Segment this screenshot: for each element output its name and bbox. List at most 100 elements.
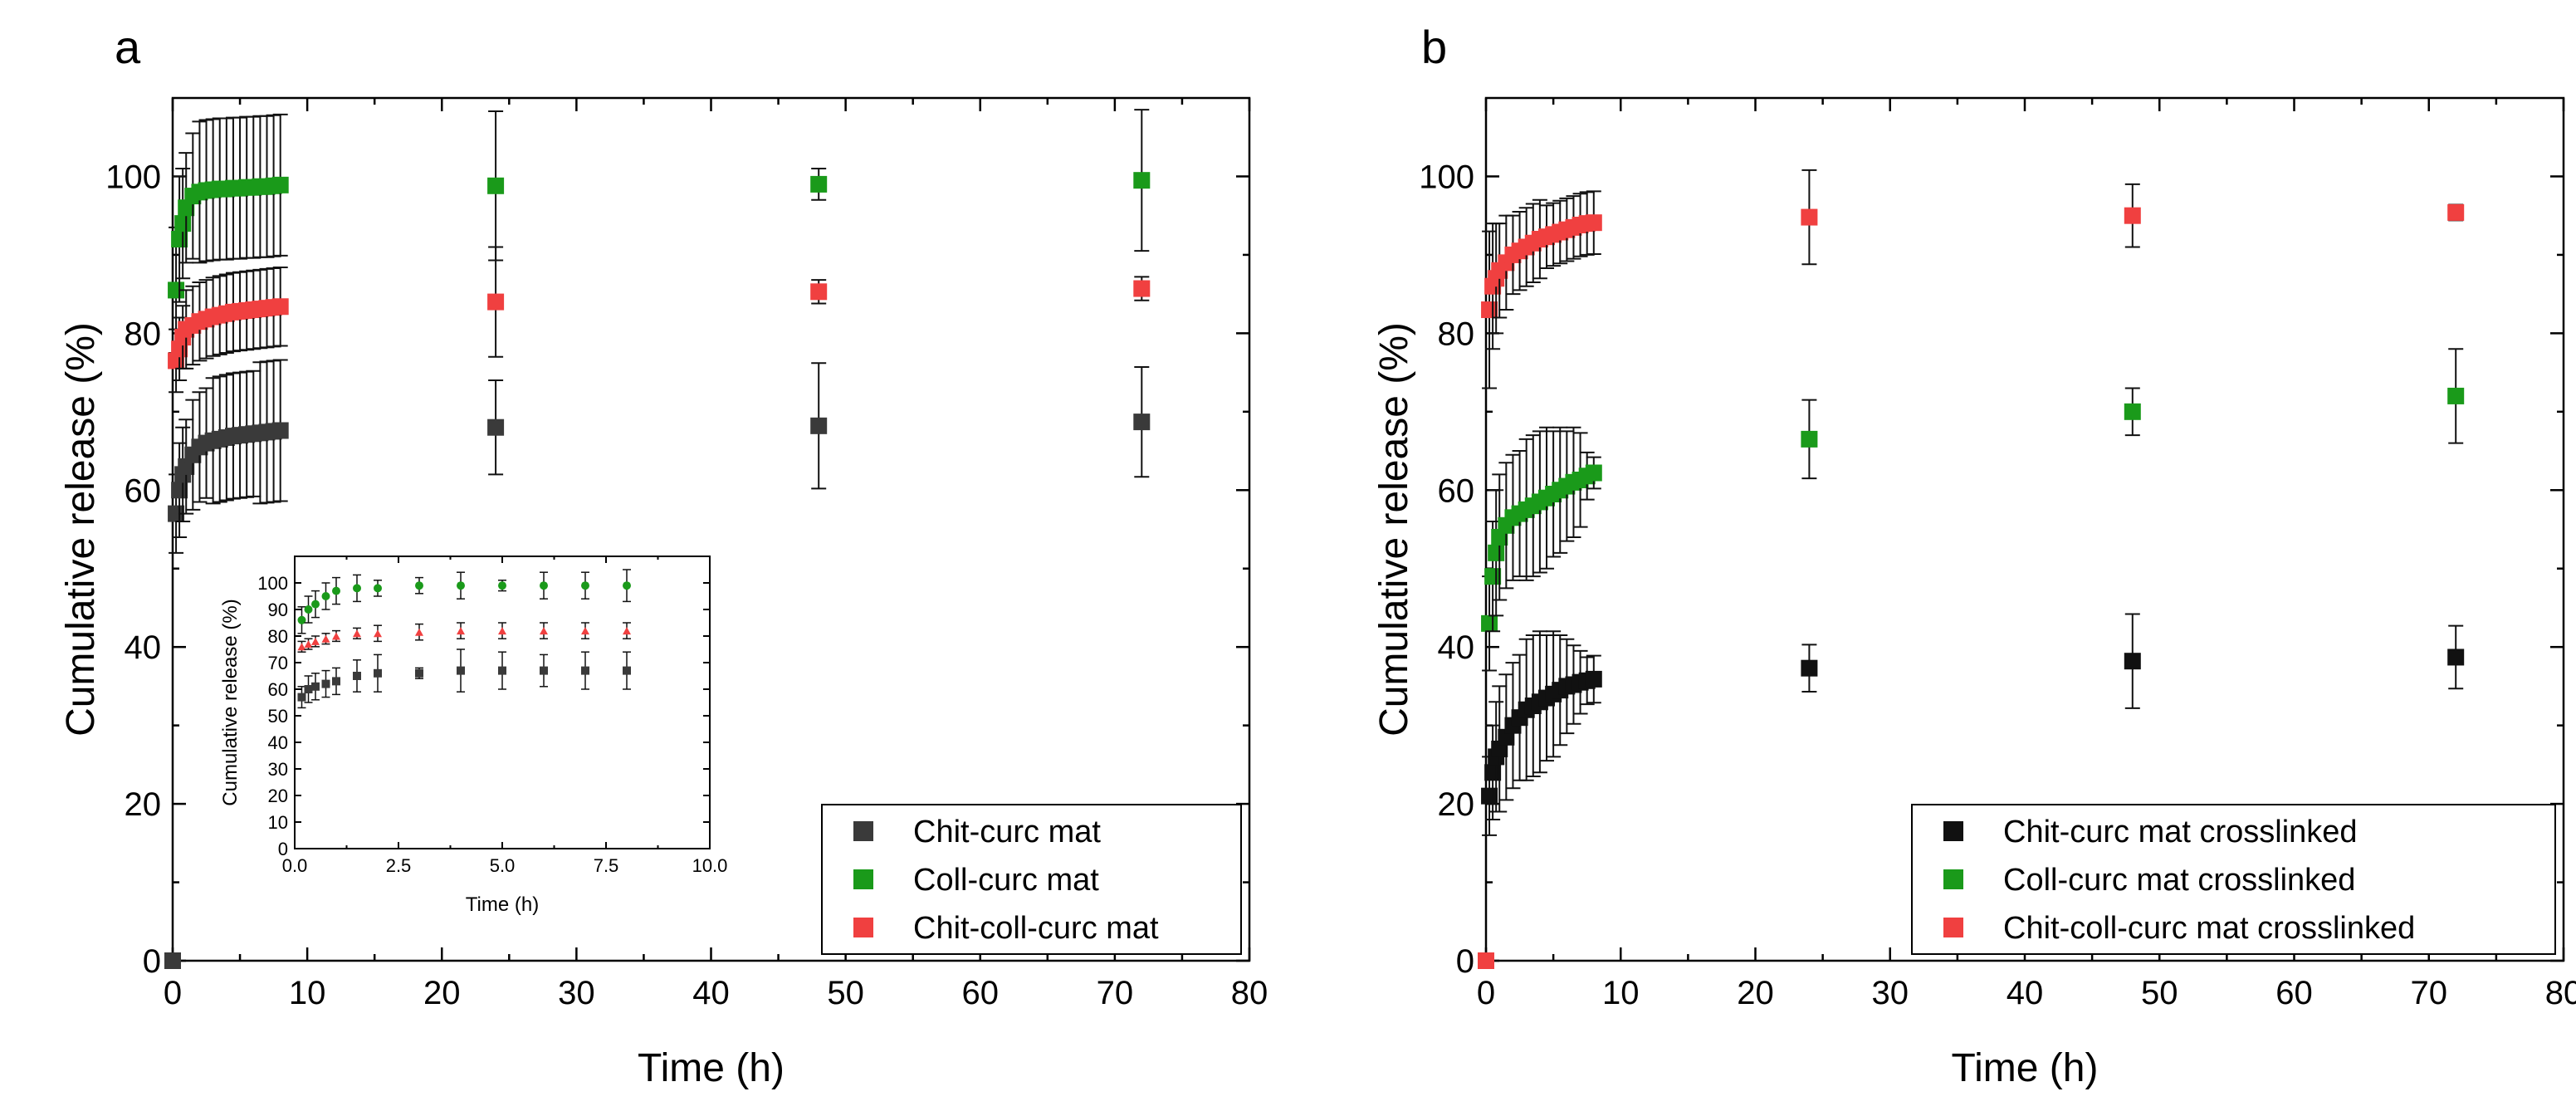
panel-a-inset-y-tick-label: 80	[268, 626, 288, 647]
panel-a-inset-data-point	[415, 668, 423, 678]
panel-b-x-tick-label: 60	[2275, 975, 2313, 1011]
panel-b-x-tick-label: 70	[2411, 975, 2448, 1011]
panel-b-legend-label: Chit-curc mat crosslinked	[2003, 815, 2358, 849]
panel-a-data-point	[487, 418, 505, 436]
panel-a-legend-marker	[853, 918, 873, 937]
panel-b-panel-label: b	[1421, 21, 1447, 73]
panel-b-data-point	[2124, 403, 2141, 420]
panel-a-x-tick-label: 60	[962, 975, 1000, 1011]
panel-a-inset-plot-frame	[294, 556, 711, 849]
panel-a-inset-data-point	[540, 627, 548, 635]
panel-a-inset-data-point	[623, 627, 631, 635]
panel-b-x-tick-label: 80	[2545, 975, 2576, 1011]
panel-a-inset-data-point	[581, 627, 589, 635]
panel-a-inset-data-point	[498, 627, 506, 635]
panel-a-y-axis-title: Cumulative release (%)	[59, 322, 103, 737]
panel-a-inset-data-point	[311, 600, 320, 609]
panel-a-inset-data-point	[353, 629, 361, 638]
panel-b-data-point	[1585, 464, 1602, 482]
panel-a-data-point	[271, 298, 289, 316]
panel-a-inset-series-0	[297, 649, 631, 709]
panel-a-legend-label: Coll-curc mat	[913, 863, 1099, 898]
panel-a-data-point	[1133, 172, 1151, 189]
panel-a-inset-data-point	[297, 615, 306, 624]
panel-b-x-tick-label: 0	[1477, 975, 1495, 1011]
panel-a-inset-data-point	[374, 584, 382, 593]
panel-a-inset-data-point	[581, 666, 589, 675]
panel-a-legend-marker	[853, 869, 873, 889]
panel-b-series-0	[1478, 613, 2465, 969]
panel-b-y-tick-label: 0	[1456, 943, 1474, 980]
panel-a-y-tick-label: 0	[143, 943, 161, 980]
panel-b: 0 10 20 30 40 50 60 70 80 0 20 40 60 80 100 b Time (h) Cu…	[1372, 21, 2576, 1090]
panel-a-legend-marker	[853, 821, 873, 841]
panel-a-y-tick-label: 60	[125, 472, 162, 509]
panel-b-data-point	[1488, 544, 1505, 561]
panel-a-data-point	[171, 482, 188, 499]
panel-b-data-point	[1484, 764, 1502, 781]
panel-a-data-point	[171, 231, 188, 248]
panel-a-inset-data-point	[311, 637, 320, 645]
panel-b-data-point	[2447, 649, 2465, 666]
panel-a-inset-data-point	[374, 668, 382, 678]
panel-a-x-tick-label: 40	[692, 975, 730, 1011]
panel-a-inset-y-tick-label: 20	[268, 786, 288, 806]
panel-a-inset-x-tick-label: 0.0	[282, 855, 308, 876]
panel-b-legend-label: Coll-curc mat crosslinked	[2003, 863, 2355, 898]
panel-a-data-point	[487, 177, 505, 194]
panel-a-inset-data-point	[321, 592, 330, 600]
panel-b-series-1	[1481, 348, 2465, 672]
panel-a-data-point	[810, 175, 828, 193]
panel-a-inset-data-point	[540, 666, 548, 675]
panel-b-data-point	[1585, 214, 1602, 232]
panel-b-x-tick-label: 40	[2007, 975, 2044, 1011]
panel-a-inset-series-2	[297, 622, 631, 653]
panel-a-inset-data-point	[304, 640, 313, 649]
panel-a-inset-y-tick-label: 10	[268, 812, 288, 833]
panel-a-inset-data-point	[332, 632, 340, 640]
panel-a-inset-y-tick-label: 0	[278, 839, 288, 859]
panel-a-inset-data-point	[623, 666, 631, 675]
panel-a-legend-label: Chit-coll-curc mat	[913, 911, 1159, 946]
panel-a-y-tick-label: 40	[125, 629, 162, 666]
panel-a-inset-data-point	[311, 682, 320, 691]
panel-a-x-tick-label: 80	[1231, 975, 1268, 1011]
panel-b-data-point	[1801, 430, 1818, 448]
panel-a-data-point	[174, 215, 192, 232]
panel-a-inset-data-point	[457, 581, 465, 590]
panel-a-y-tick-label: 20	[125, 786, 162, 823]
panel-a-data-point	[271, 422, 289, 439]
panel-b-data-point	[1585, 670, 1602, 688]
panel-a-inset-y-tick-label: 90	[268, 600, 288, 620]
panel-b-legend-box	[1911, 804, 2556, 955]
panel-a-inset-data-point	[321, 679, 330, 688]
panel-a-inset-data-point	[457, 627, 465, 635]
panel-a-inset-data-point	[498, 666, 506, 675]
panel-a-inset-x-tick-label: 2.5	[386, 855, 412, 876]
panel-b-legend-marker	[1943, 918, 1963, 937]
panel-a-x-tick-label: 30	[558, 975, 595, 1011]
panel-a-data-point	[271, 176, 289, 193]
panel-a-inset-data-point	[304, 605, 313, 614]
panel-a-inset-data-point	[353, 672, 361, 680]
panel-b-data-point	[1478, 952, 1494, 969]
panel-b-series-2	[1478, 169, 2465, 969]
panel-a-inset-data-point	[581, 581, 589, 590]
panel-a-inset-data-point	[415, 628, 423, 636]
panel-a-legend-label: Chit-curc mat	[913, 815, 1101, 849]
panel-b-x-tick-label: 50	[2141, 975, 2178, 1011]
panel-b-x-tick-label: 20	[1737, 975, 1774, 1011]
panel-a-inset-data-point	[374, 629, 382, 638]
panel-b-data-point	[1484, 568, 1502, 585]
panel-b-data-point	[1801, 208, 1818, 226]
panel-a-inset-x-axis-title: Time (h)	[466, 893, 539, 916]
panel-a-inset-y-tick-label: 50	[268, 706, 288, 727]
panel-a-inset-data-point	[321, 634, 330, 643]
panel-b-data-point	[2124, 653, 2141, 670]
panel-a-inset-y-tick-label: 30	[268, 759, 288, 780]
panel-a-panel-label: a	[115, 21, 141, 73]
panel-b-y-tick-label: 60	[1438, 472, 1475, 509]
panel-a-data-point	[810, 283, 828, 301]
panel-a-inset-data-point	[457, 666, 465, 675]
